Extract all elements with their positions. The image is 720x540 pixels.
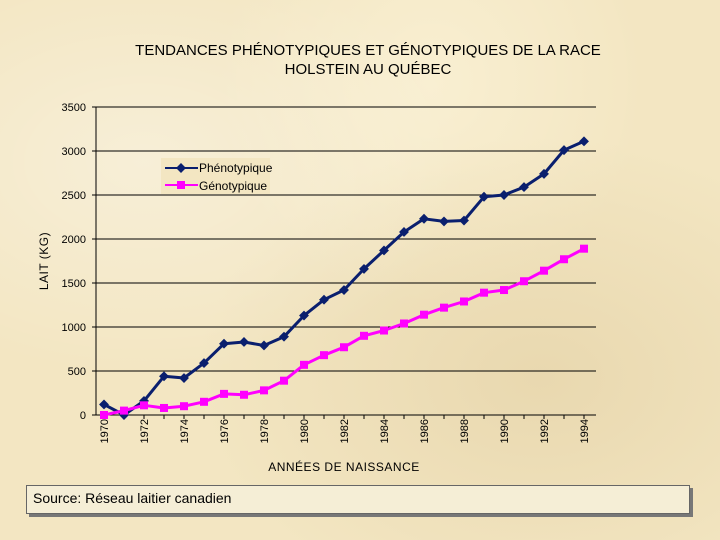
point-genotypique-1978: [260, 386, 268, 395]
chart-title-line2: HOLSTEIN AU QUÉBEC: [285, 61, 452, 78]
point-phenotypique-1989: [479, 191, 489, 202]
point-genotypique-1990: [500, 286, 508, 295]
grid-lines: [96, 106, 596, 372]
point-phenotypique-1991: [519, 182, 529, 193]
y-tick-label-3000: 3000: [62, 146, 86, 158]
point-genotypique-1988: [460, 297, 468, 306]
point-phenotypique-1990: [499, 190, 509, 200]
y-tick-label-0: 0: [80, 410, 86, 422]
y-tick-label-3500: 3500: [62, 102, 86, 114]
x-tick-label-1980: 1980: [299, 419, 311, 443]
x-tick-label-1990: 1990: [499, 419, 511, 443]
point-phenotypique-1993: [559, 145, 569, 156]
point-genotypique-1983: [360, 331, 368, 340]
legend-marker-phenotypique: [176, 163, 186, 173]
x-tick-label-1994: 1994: [579, 419, 591, 443]
chart-title-line1: TENDANCES PHÉNOTYPIQUES ET GÉNOTYPIQUES …: [135, 42, 601, 59]
point-genotypique-1993: [560, 255, 568, 264]
point-genotypique-1972: [140, 401, 148, 410]
point-phenotypique-1981: [319, 294, 329, 305]
x-tick-label-1986: 1986: [419, 419, 431, 443]
legend-marker-genotypique: [177, 181, 185, 189]
point-genotypique-1973: [160, 403, 168, 412]
point-genotypique-1994: [580, 244, 588, 253]
point-phenotypique-1975: [199, 358, 209, 369]
y-tick-label-500: 500: [68, 366, 86, 378]
point-genotypique-1971: [120, 406, 128, 415]
x-tick-label-1992: 1992: [539, 419, 551, 443]
y-tick-label-2500: 2500: [62, 190, 86, 202]
point-genotypique-1980: [300, 360, 308, 369]
x-tick-label-1984: 1984: [379, 419, 391, 443]
x-tick-label-1988: 1988: [459, 419, 471, 443]
series-genotypique: [100, 244, 588, 419]
series-phenotypique: [99, 136, 589, 420]
point-genotypique-1974: [180, 402, 188, 411]
x-tick-label-1972: 1972: [139, 419, 151, 443]
point-phenotypique-1987: [439, 216, 449, 227]
x-tick-label-1976: 1976: [219, 419, 231, 443]
point-phenotypique-1980: [299, 310, 309, 321]
x-tick-labels: 1970 1972 1974 1976 1978 1980 1982 1984 1986 1988…: [99, 419, 591, 443]
point-phenotypique-1976: [219, 338, 229, 349]
point-phenotypique-1974: [179, 373, 189, 383]
point-genotypique-1985: [400, 319, 408, 328]
legend: Phénotypique Génotypique: [161, 158, 273, 194]
point-phenotypique-1982: [339, 285, 349, 295]
plot-area: [96, 107, 596, 415]
series-line-genotypique: [103, 247, 585, 417]
point-phenotypique-1977: [239, 337, 249, 347]
point-phenotypique-1985: [399, 227, 409, 237]
point-genotypique-1976: [220, 389, 228, 398]
y-tick-label-2000: 2000: [62, 234, 86, 246]
point-phenotypique-1992: [539, 168, 549, 179]
y-tick-label-1000: 1000: [62, 322, 86, 334]
point-genotypique-1992: [540, 266, 548, 275]
point-genotypique-1977: [240, 390, 248, 399]
point-genotypique-1970: [100, 411, 108, 419]
point-phenotypique-1994: [579, 136, 589, 147]
source-box: Source: Réseau laitier canadien: [26, 485, 690, 514]
point-phenotypique-1979: [279, 331, 289, 342]
point-phenotypique-1986: [419, 213, 429, 224]
point-phenotypique-1984: [379, 245, 389, 256]
x-tick-label-1970: 1970: [99, 419, 111, 443]
point-genotypique-1984: [380, 326, 388, 335]
x-tick-label-1982: 1982: [339, 419, 351, 443]
point-phenotypique-1983: [359, 263, 369, 274]
point-genotypique-1975: [200, 397, 208, 406]
point-genotypique-1982: [340, 343, 348, 352]
axes: [92, 106, 596, 419]
series: [99, 136, 589, 420]
y-axis-title: LAIT (KG): [37, 232, 51, 290]
point-phenotypique-1978: [259, 340, 269, 351]
legend-label-phenotypique: Phénotypique: [199, 161, 273, 175]
x-tick-label-1974: 1974: [179, 419, 191, 443]
y-tick-labels: 0 500 1000 1500 2000 2500 3000 3500: [62, 102, 86, 422]
source-note: Source: Réseau laitier canadien: [33, 490, 232, 506]
point-genotypique-1979: [280, 376, 288, 385]
point-genotypique-1986: [420, 310, 428, 319]
point-genotypique-1991: [520, 277, 528, 286]
point-genotypique-1989: [480, 288, 488, 297]
point-phenotypique-1973: [159, 371, 169, 382]
legend-label-genotypique: Génotypique: [199, 179, 267, 193]
y-tick-label-1500: 1500: [62, 278, 86, 290]
x-tick-label-1978: 1978: [259, 419, 271, 443]
point-genotypique-1981: [320, 351, 328, 360]
x-axis-title: ANNÉES DE NAISSANCE: [268, 459, 420, 474]
point-genotypique-1987: [440, 303, 448, 312]
point-phenotypique-1988: [459, 215, 469, 226]
